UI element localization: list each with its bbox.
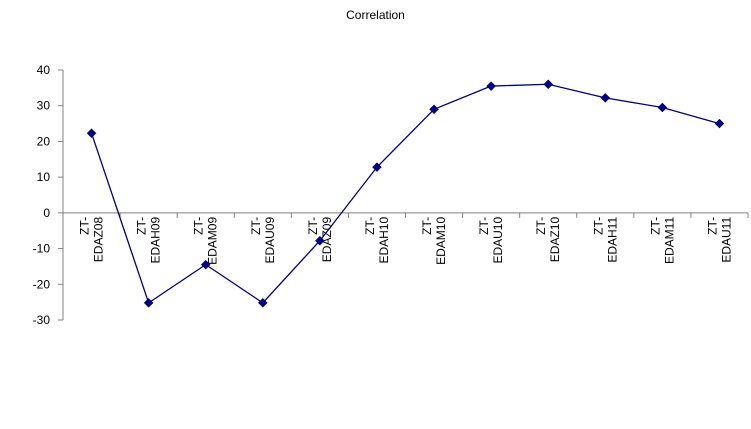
x-tick-label-line: ZT- xyxy=(363,217,377,235)
x-tick-label-line: ZT- xyxy=(534,217,548,235)
x-tick-label-line: EDAH10 xyxy=(377,217,391,264)
x-tick-label-line: EDAH09 xyxy=(149,217,163,264)
x-tick-label: ZT-EDAH10 xyxy=(363,217,391,264)
y-tick-label: -10 xyxy=(33,242,51,256)
x-tick-label-line: ZT- xyxy=(648,217,662,235)
x-tick-label: ZT-EDAZ08 xyxy=(78,217,106,263)
x-tick-label: ZT-EDAU09 xyxy=(249,217,277,264)
x-tick-label-line: EDAM10 xyxy=(434,217,448,265)
y-tick-label: 40 xyxy=(37,63,51,77)
x-tick-label-line: ZT- xyxy=(78,217,92,235)
x-tick-label-line: ZT- xyxy=(192,217,206,235)
x-tick-label: ZT-EDAH11 xyxy=(591,217,619,263)
x-tick-label-line: ZT- xyxy=(591,217,605,235)
data-point xyxy=(429,104,439,115)
data-point xyxy=(543,79,554,90)
x-tick-label-line: EDAZ10 xyxy=(548,217,562,263)
y-tick-label: -20 xyxy=(33,277,51,291)
data-point xyxy=(714,118,725,129)
y-tick-label: 30 xyxy=(37,99,51,113)
x-tick-label: ZT-EDAU10 xyxy=(477,217,505,264)
series-group xyxy=(86,79,725,308)
x-tick-label: ZT-EDAM11 xyxy=(648,217,676,264)
x-tick-label: ZT-EDAH09 xyxy=(135,217,163,264)
x-tick-label-line: EDAU11 xyxy=(719,217,733,263)
x-tick-label-line: EDAU09 xyxy=(263,217,277,264)
x-tick-label-line: EDAZ08 xyxy=(92,217,106,263)
data-point xyxy=(315,235,325,246)
x-tick-label-line: ZT- xyxy=(705,217,719,235)
chart-title: Correlation xyxy=(346,8,405,22)
x-tick-label-line: ZT- xyxy=(477,217,491,235)
axes xyxy=(62,70,748,320)
x-tick-label: ZT-EDAZ10 xyxy=(534,217,562,263)
data-point xyxy=(257,298,268,308)
data-point xyxy=(372,162,382,172)
x-tick-label-line: ZT- xyxy=(135,217,149,235)
x-tick-label-line: EDAU10 xyxy=(491,217,505,264)
y-tick-label: -30 xyxy=(33,313,51,327)
y-axis-ticks: -30 -20 -10 0 10 20 30 40 xyxy=(33,63,63,327)
x-tick-label: ZT-EDAM10 xyxy=(420,217,448,265)
data-point xyxy=(657,102,668,113)
x-tick-label-line: EDAH11 xyxy=(605,217,619,263)
x-tick-label-line: ZT- xyxy=(306,217,320,235)
y-tick-label: 10 xyxy=(37,170,51,184)
x-tick-label-line: EDAM09 xyxy=(206,217,220,265)
y-tick-label: 0 xyxy=(43,206,50,220)
x-tick-label: ZT-EDAU11 xyxy=(705,217,733,263)
data-point xyxy=(600,93,611,103)
x-tick-label-line: ZT- xyxy=(249,217,263,235)
x-axis-ticks: ZT-EDAZ08 ZT-EDAH09 ZT-EDAM09 ZT-EDAU09 ZT-E… xyxy=(62,212,749,265)
series-line xyxy=(90,83,720,304)
x-tick-label-line: ZT- xyxy=(420,217,434,235)
data-point xyxy=(143,298,154,308)
x-tick-label-line: EDAM11 xyxy=(662,217,676,264)
data-point xyxy=(486,81,496,91)
x-tick-label: ZT-EDAM09 xyxy=(192,217,220,265)
data-point xyxy=(200,259,211,270)
data-point xyxy=(86,128,97,139)
y-tick-label: 20 xyxy=(37,134,51,148)
